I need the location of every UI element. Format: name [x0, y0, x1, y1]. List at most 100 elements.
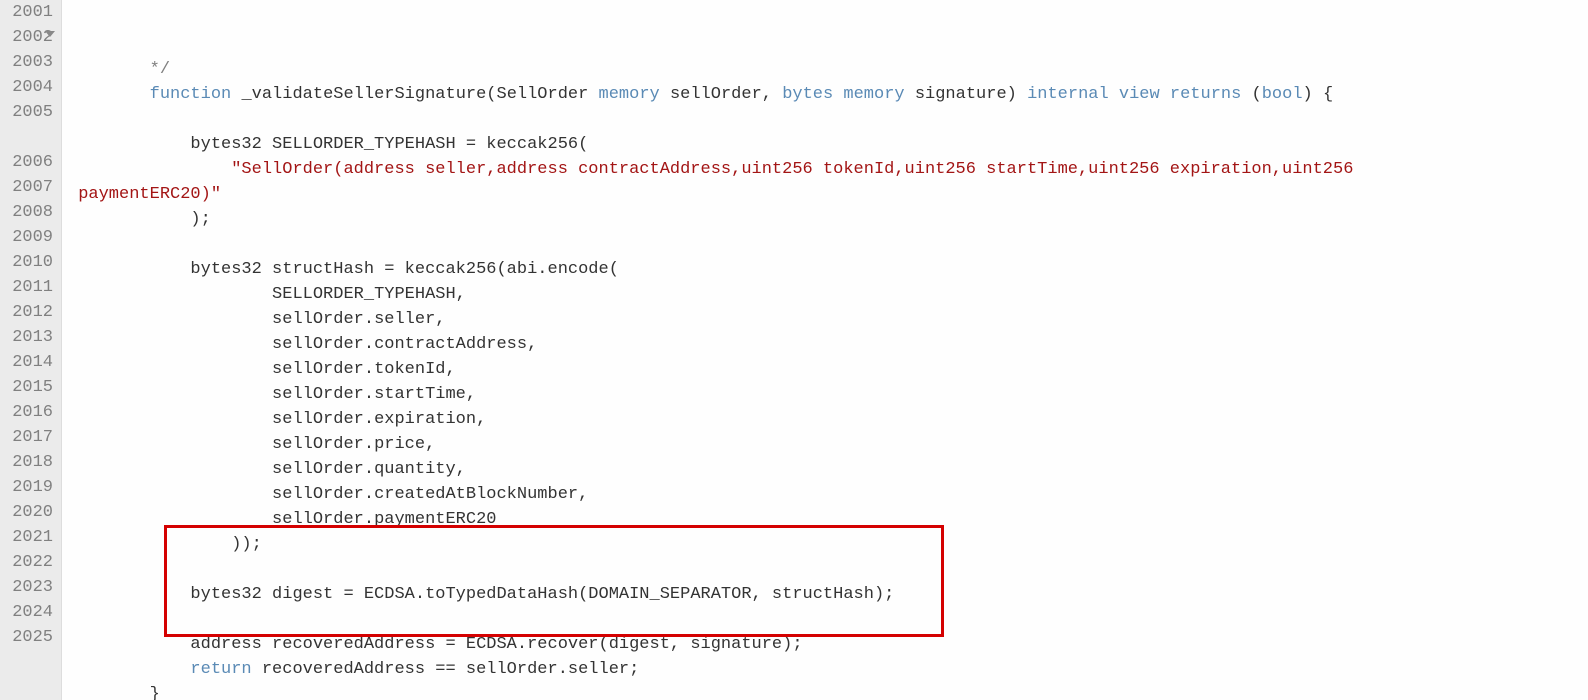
line-number-gutter: 20012002200320042005 20062007200820092010… [0, 0, 62, 700]
line-number: 2024 [4, 600, 53, 625]
code-area[interactable]: */ function _validateSellerSignature(Sel… [62, 0, 1588, 700]
code-line[interactable]: } [62, 682, 1588, 700]
line-number: 2022 [4, 550, 53, 575]
code-line[interactable] [62, 107, 1588, 132]
line-number: 2007 [4, 175, 53, 200]
code-line[interactable]: bytes32 SELLORDER_TYPEHASH = keccak256( [62, 132, 1588, 157]
code-token [833, 85, 843, 104]
code-token: address [190, 635, 261, 654]
code-token: sellOrder.startTime, [272, 385, 476, 404]
code-line[interactable]: sellOrder.paymentERC20 [62, 507, 1588, 532]
code-token: ( [486, 85, 496, 104]
line-number: 2017 [4, 425, 53, 450]
line-number: 2013 [4, 325, 53, 350]
code-token: ( [1241, 85, 1261, 104]
code-line[interactable]: )); [62, 532, 1588, 557]
code-token: _validateSellerSignature [241, 85, 486, 104]
code-token: function [150, 85, 232, 104]
code-line[interactable]: sellOrder.tokenId, [62, 357, 1588, 382]
line-number: 2016 [4, 400, 53, 425]
code-token: sellOrder.createdAtBlockNumber, [272, 485, 588, 504]
line-number: 2021 [4, 525, 53, 550]
code-line[interactable]: SELLORDER_TYPEHASH, [62, 282, 1588, 307]
code-token: memory [843, 85, 904, 104]
code-line[interactable]: function _validateSellerSignature(SellOr… [62, 82, 1588, 107]
line-number: 2001 [4, 0, 53, 25]
code-line[interactable]: sellOrder.expiration, [62, 407, 1588, 432]
code-token: bool [1262, 85, 1303, 104]
code-token: "SellOrder(address seller,address contra… [231, 160, 1353, 179]
code-line[interactable] [62, 607, 1588, 632]
code-token [588, 85, 598, 104]
code-token: ) { [1303, 85, 1334, 104]
code-token: sellOrder.tokenId, [272, 360, 456, 379]
line-number: 2008 [4, 200, 53, 225]
code-token [905, 85, 915, 104]
code-token: recoveredAddress == sellOrder.seller; [252, 660, 640, 679]
code-token: bytes32 [190, 135, 261, 154]
code-line[interactable]: ); [62, 207, 1588, 232]
code-token: recoveredAddress = ECDSA.recover(digest,… [262, 635, 803, 654]
code-line[interactable]: bytes32 structHash = keccak256(abi.encod… [62, 257, 1588, 282]
fold-marker-icon[interactable] [45, 31, 55, 37]
code-token [1160, 85, 1170, 104]
line-number: 2011 [4, 275, 53, 300]
line-number: 2019 [4, 475, 53, 500]
code-line[interactable]: bytes32 digest = ECDSA.toTypedDataHash(D… [62, 582, 1588, 607]
code-token [1109, 85, 1119, 104]
line-number: 2006 [4, 150, 53, 175]
code-token [660, 85, 670, 104]
code-token: SELLORDER_TYPEHASH, [272, 285, 466, 304]
code-token: */ [150, 60, 170, 79]
line-number: 2003 [4, 50, 53, 75]
code-line[interactable] [62, 232, 1588, 257]
code-line[interactable]: sellOrder.startTime, [62, 382, 1588, 407]
code-token: returns [1170, 85, 1241, 104]
line-number: 2002 [4, 25, 53, 50]
line-number: 2025 [4, 625, 53, 650]
code-line[interactable]: "SellOrder(address seller,address contra… [62, 157, 1588, 182]
code-token: paymentERC20)" [68, 185, 221, 204]
line-number: 2012 [4, 300, 53, 325]
line-number: 2015 [4, 375, 53, 400]
code-line[interactable] [62, 557, 1588, 582]
code-token: bytes32 [190, 260, 261, 279]
code-token: signature [915, 85, 1007, 104]
code-token: bytes32 [190, 585, 261, 604]
code-line[interactable]: paymentERC20)" [62, 182, 1588, 207]
code-line[interactable]: sellOrder.seller, [62, 307, 1588, 332]
code-token: return [190, 660, 251, 679]
code-token: sellOrder [670, 85, 762, 104]
code-line[interactable]: address recoveredAddress = ECDSA.recover… [62, 632, 1588, 657]
line-number: 2009 [4, 225, 53, 250]
code-line[interactable]: sellOrder.quantity, [62, 457, 1588, 482]
code-token: sellOrder.quantity, [272, 460, 466, 479]
code-line[interactable]: sellOrder.price, [62, 432, 1588, 457]
code-token: bytes [782, 85, 833, 104]
code-token: )); [231, 535, 262, 554]
code-line[interactable]: sellOrder.createdAtBlockNumber, [62, 482, 1588, 507]
line-number: 2004 [4, 75, 53, 100]
line-number: 2010 [4, 250, 53, 275]
code-token: } [150, 685, 160, 700]
line-number: 2023 [4, 575, 53, 600]
code-token [231, 85, 241, 104]
code-token: ) [1007, 85, 1027, 104]
code-line[interactable]: */ [62, 57, 1588, 82]
code-token: ); [190, 210, 210, 229]
code-token: structHash = keccak256(abi.encode( [262, 260, 619, 279]
code-token: sellOrder.contractAddress, [272, 335, 537, 354]
code-token: SellOrder [497, 85, 589, 104]
code-token: internal [1027, 85, 1109, 104]
line-number: 2005 [4, 100, 53, 125]
code-token: view [1119, 85, 1160, 104]
code-line[interactable]: return recoveredAddress == sellOrder.sel… [62, 657, 1588, 682]
line-number: 2018 [4, 450, 53, 475]
code-token: sellOrder.price, [272, 435, 435, 454]
code-token: digest = ECDSA.toTypedDataHash(DOMAIN_SE… [262, 585, 895, 604]
code-token: sellOrder.paymentERC20 [272, 510, 496, 529]
code-token: SELLORDER_TYPEHASH = keccak256( [262, 135, 588, 154]
code-editor: 20012002200320042005 20062007200820092010… [0, 0, 1588, 700]
code-line[interactable]: sellOrder.contractAddress, [62, 332, 1588, 357]
line-number: 2014 [4, 350, 53, 375]
